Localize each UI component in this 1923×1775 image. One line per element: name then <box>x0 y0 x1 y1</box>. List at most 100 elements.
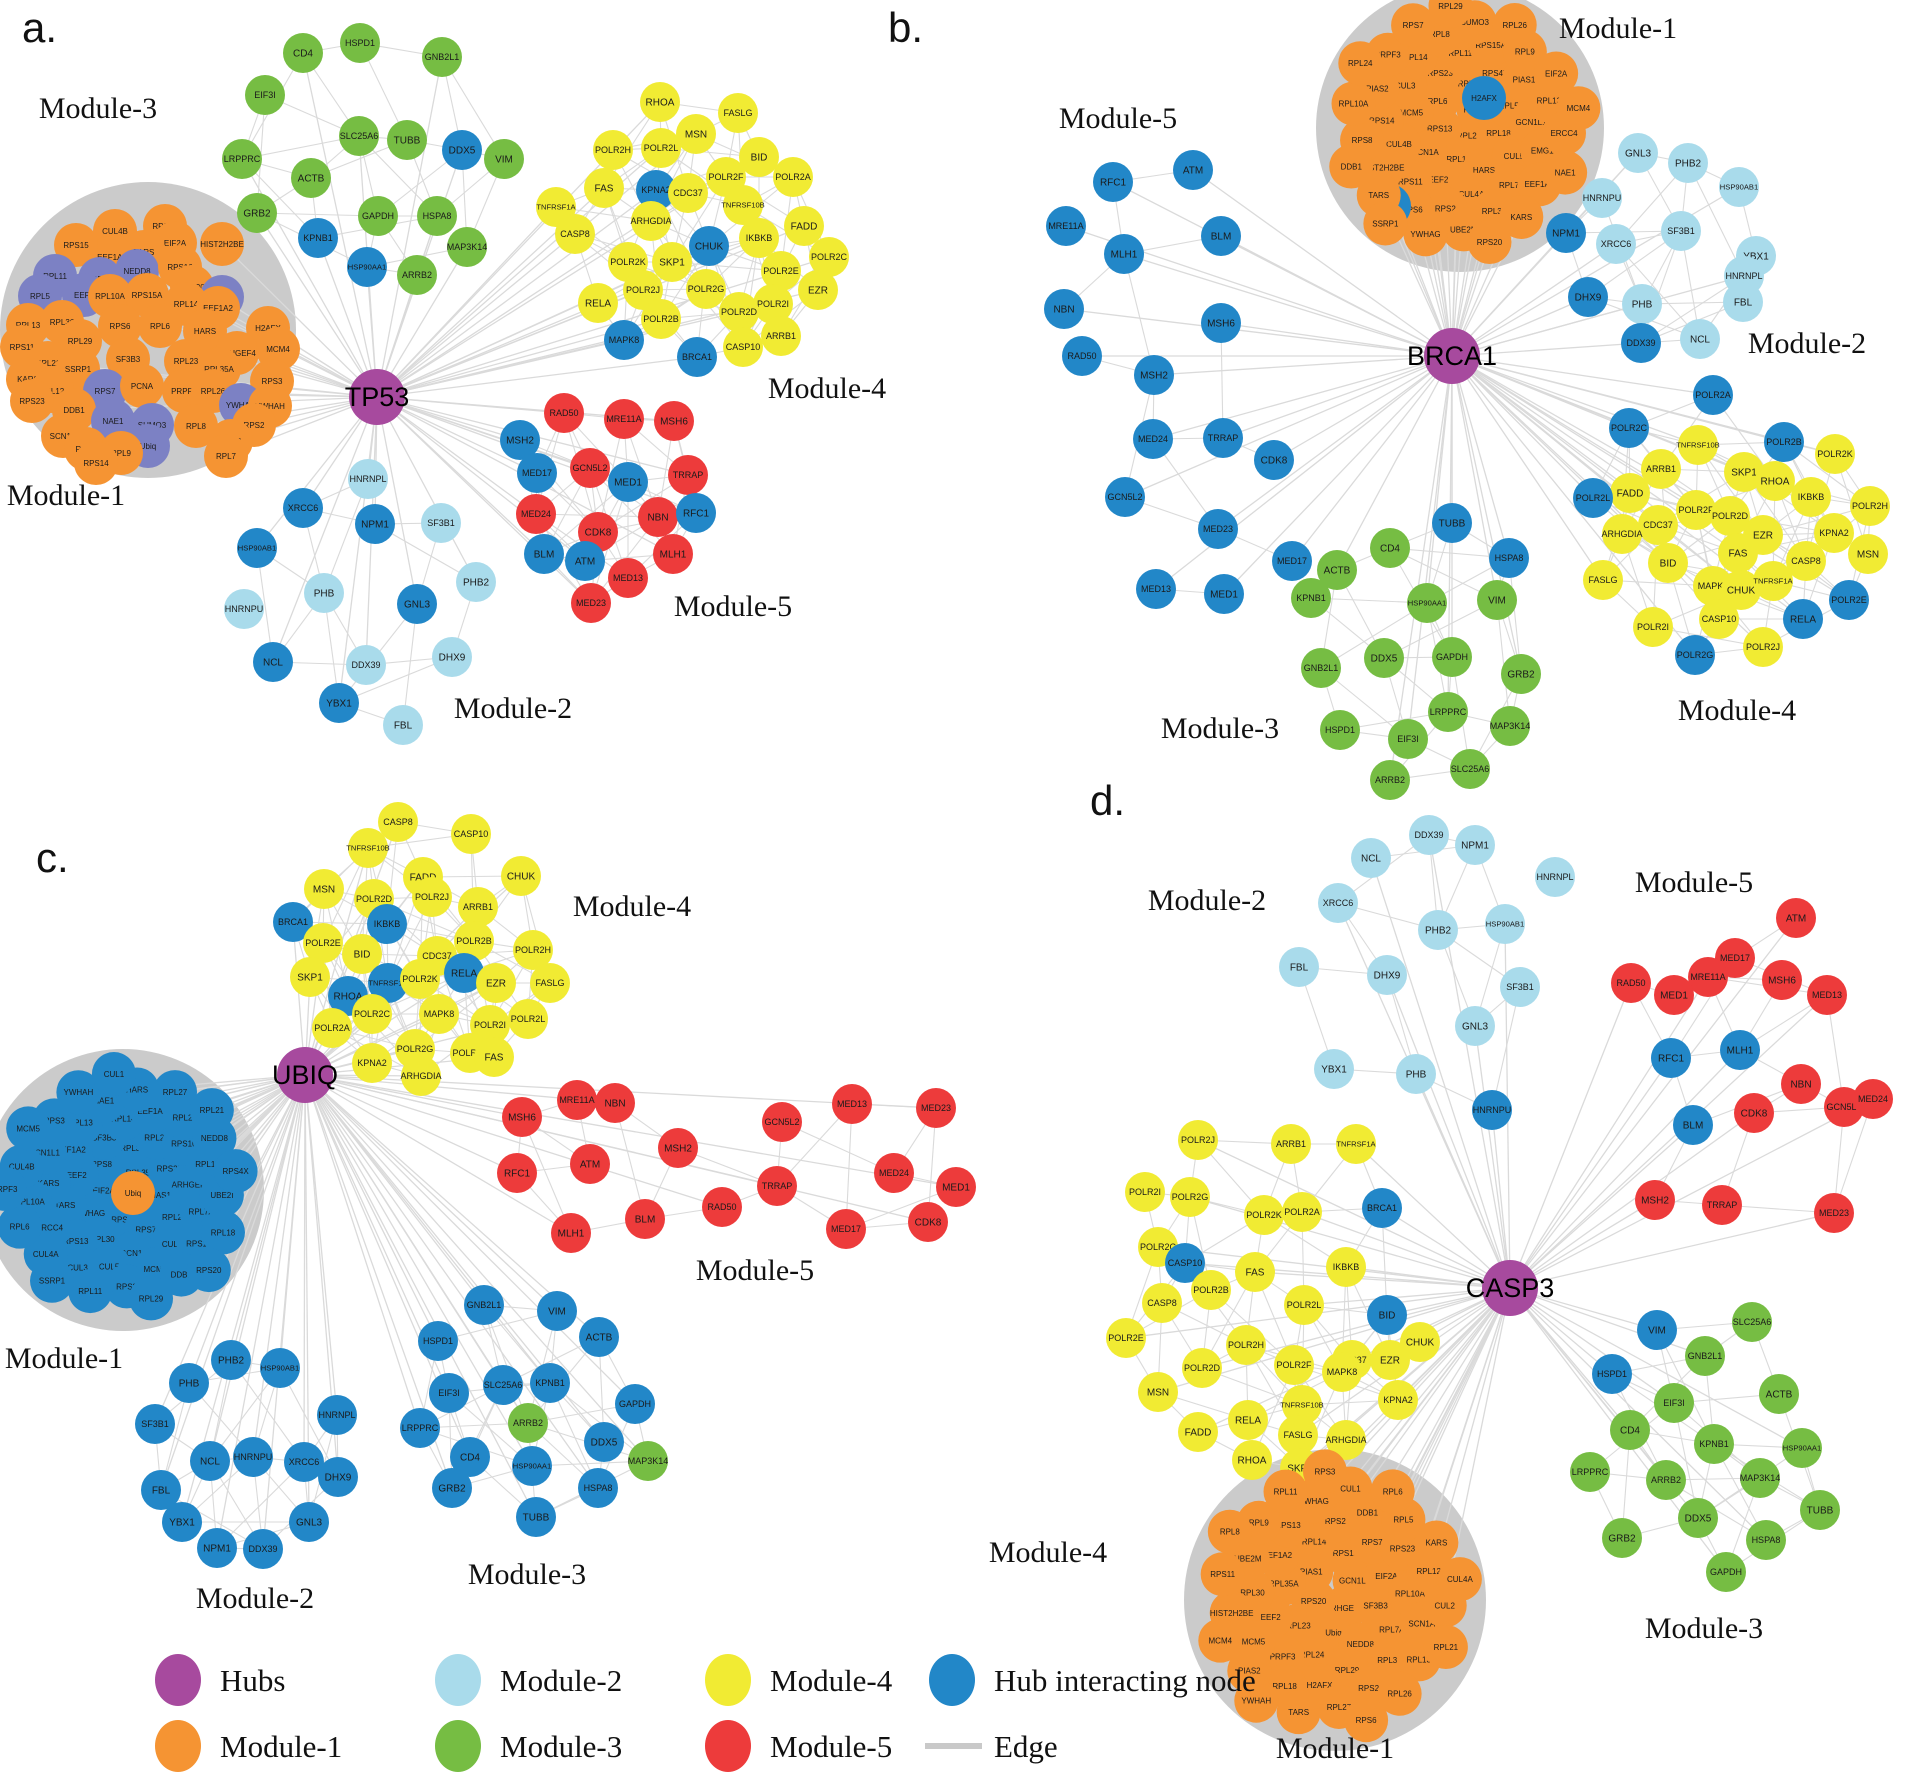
node-ACTB[interactable] <box>291 158 331 198</box>
node-HNRNPL[interactable] <box>317 1395 357 1435</box>
node-POLR2E[interactable] <box>761 251 801 291</box>
node-CASP8[interactable] <box>555 214 595 254</box>
node-FASLG[interactable] <box>1583 560 1623 600</box>
node-GRB2[interactable] <box>237 193 277 233</box>
node-RPS4X[interactable] <box>213 1149 258 1194</box>
node-PHB2[interactable] <box>456 562 496 602</box>
node-MLH1[interactable] <box>653 534 693 574</box>
node-CHUK[interactable] <box>1721 570 1761 610</box>
node-RPL21[interactable] <box>1423 1625 1468 1670</box>
node-TUBB[interactable] <box>516 1497 556 1537</box>
node-FBL[interactable] <box>1279 947 1319 987</box>
node-SF3B1[interactable] <box>135 1404 175 1444</box>
node-TNFRSF10B[interactable] <box>723 185 763 225</box>
node-MLH1[interactable] <box>1720 1030 1760 1070</box>
node-POLR2G[interactable] <box>686 269 726 309</box>
node-DDX39[interactable] <box>243 1529 283 1569</box>
node-MED1[interactable] <box>936 1167 976 1207</box>
hub-node-BRCA1[interactable] <box>1424 328 1480 384</box>
node-LRPPRC[interactable] <box>222 139 262 179</box>
node-HNRNPL[interactable] <box>348 459 388 499</box>
node-POLR2H[interactable] <box>593 130 633 170</box>
node-CASP8[interactable] <box>378 802 418 842</box>
node-TNFRSF10B[interactable] <box>1678 425 1718 465</box>
node-HSP90AA1[interactable] <box>1407 583 1447 623</box>
node-POLR2D[interactable] <box>719 292 759 332</box>
node-POLR2A[interactable] <box>773 157 813 197</box>
node-RPL29[interactable] <box>129 1276 174 1321</box>
node-NAE1[interactable] <box>1543 150 1588 195</box>
node-SLC25A6[interactable] <box>339 116 379 156</box>
node-MED23[interactable] <box>916 1088 956 1128</box>
node-DDX39[interactable] <box>1621 323 1661 363</box>
node-BID[interactable] <box>1648 543 1688 583</box>
node-POLR2F[interactable] <box>1676 490 1716 530</box>
node-NPM1[interactable] <box>197 1528 237 1568</box>
node-HNRNPU[interactable] <box>1472 1090 1512 1130</box>
node-MED17[interactable] <box>826 1209 866 1249</box>
node-POLR2L[interactable] <box>1573 478 1613 518</box>
node-TRRAP[interactable] <box>1203 418 1243 458</box>
node-IKBKB[interactable] <box>739 218 779 258</box>
node-HSP90AA1[interactable] <box>1782 1428 1822 1468</box>
node-TNFRSF1A[interactable] <box>1753 561 1793 601</box>
node-YWHAH[interactable] <box>56 1070 101 1115</box>
node-XRCC6[interactable] <box>1596 224 1636 264</box>
node-DHX9[interactable] <box>1367 955 1407 995</box>
node-POLR2E[interactable] <box>1106 1318 1146 1358</box>
node-HSPA8[interactable] <box>417 196 457 236</box>
node-POLR2A[interactable] <box>1282 1192 1322 1232</box>
node-RFC1[interactable] <box>1651 1038 1691 1078</box>
node-POLR2B[interactable] <box>641 299 681 339</box>
node-MAP3K14[interactable] <box>1490 706 1530 746</box>
node-CUL4A[interactable] <box>1437 1557 1482 1602</box>
node-IKBKB[interactable] <box>1791 477 1831 517</box>
node-TRRAP[interactable] <box>1702 1185 1742 1225</box>
node-IKBKB[interactable] <box>1326 1247 1366 1287</box>
node-RPL24[interactable] <box>1338 41 1383 86</box>
node-BRCA1[interactable] <box>273 902 313 942</box>
node-CASP8[interactable] <box>1786 541 1826 581</box>
node-IKBKB[interactable] <box>367 904 407 944</box>
node-TARS[interactable] <box>1276 1690 1321 1735</box>
node-POLR2D[interactable] <box>1182 1348 1222 1388</box>
node-RPL26[interactable] <box>1377 1671 1422 1716</box>
node-MED1[interactable] <box>1654 975 1694 1015</box>
node-FAS[interactable] <box>1718 533 1758 573</box>
node-MED13[interactable] <box>1136 569 1176 609</box>
node-ACTB[interactable] <box>579 1317 619 1357</box>
node-MAPK8[interactable] <box>419 994 459 1034</box>
node-ARHGDIA[interactable] <box>401 1056 441 1096</box>
node-RPL21[interactable] <box>189 1088 234 1133</box>
node-FADD[interactable] <box>1610 473 1650 513</box>
node-HSPD1[interactable] <box>1320 710 1360 750</box>
node-RPS6[interactable] <box>1344 1698 1389 1743</box>
node-RHOA[interactable] <box>1232 1440 1272 1480</box>
node-CD4[interactable] <box>283 33 323 73</box>
node-EIF3I[interactable] <box>429 1373 469 1413</box>
node-SF3B1[interactable] <box>421 503 461 543</box>
node-RPL11[interactable] <box>68 1269 113 1314</box>
node-ARHGDIA[interactable] <box>1602 514 1642 554</box>
node-MED24[interactable] <box>1133 419 1173 459</box>
node-KPNB1[interactable] <box>530 1363 570 1403</box>
node-DDX5[interactable] <box>584 1422 624 1462</box>
node-ARRB2[interactable] <box>1646 1460 1686 1500</box>
node-H2AFX[interactable] <box>1462 76 1506 120</box>
node-RPL29[interactable] <box>1428 0 1473 29</box>
node-HNRNPU[interactable] <box>233 1437 273 1477</box>
node-PCNA[interactable] <box>120 364 164 408</box>
node-RELA[interactable] <box>1228 1400 1268 1440</box>
node-RPS3[interactable] <box>1302 1449 1347 1494</box>
node-CDK8[interactable] <box>1254 440 1294 480</box>
node-ACTB[interactable] <box>1759 1374 1799 1414</box>
node-KARS[interactable] <box>1414 1520 1459 1565</box>
node-EIF3I[interactable] <box>1388 719 1428 759</box>
node-SKP1[interactable] <box>652 242 692 282</box>
node-MED13[interactable] <box>608 558 648 598</box>
node-POLR2L[interactable] <box>508 999 548 1039</box>
node-RPL6[interactable] <box>138 304 182 348</box>
node-EZR[interactable] <box>476 963 516 1003</box>
node-TNFRSF10B[interactable] <box>348 828 388 868</box>
node-POLR2I[interactable] <box>1633 607 1673 647</box>
